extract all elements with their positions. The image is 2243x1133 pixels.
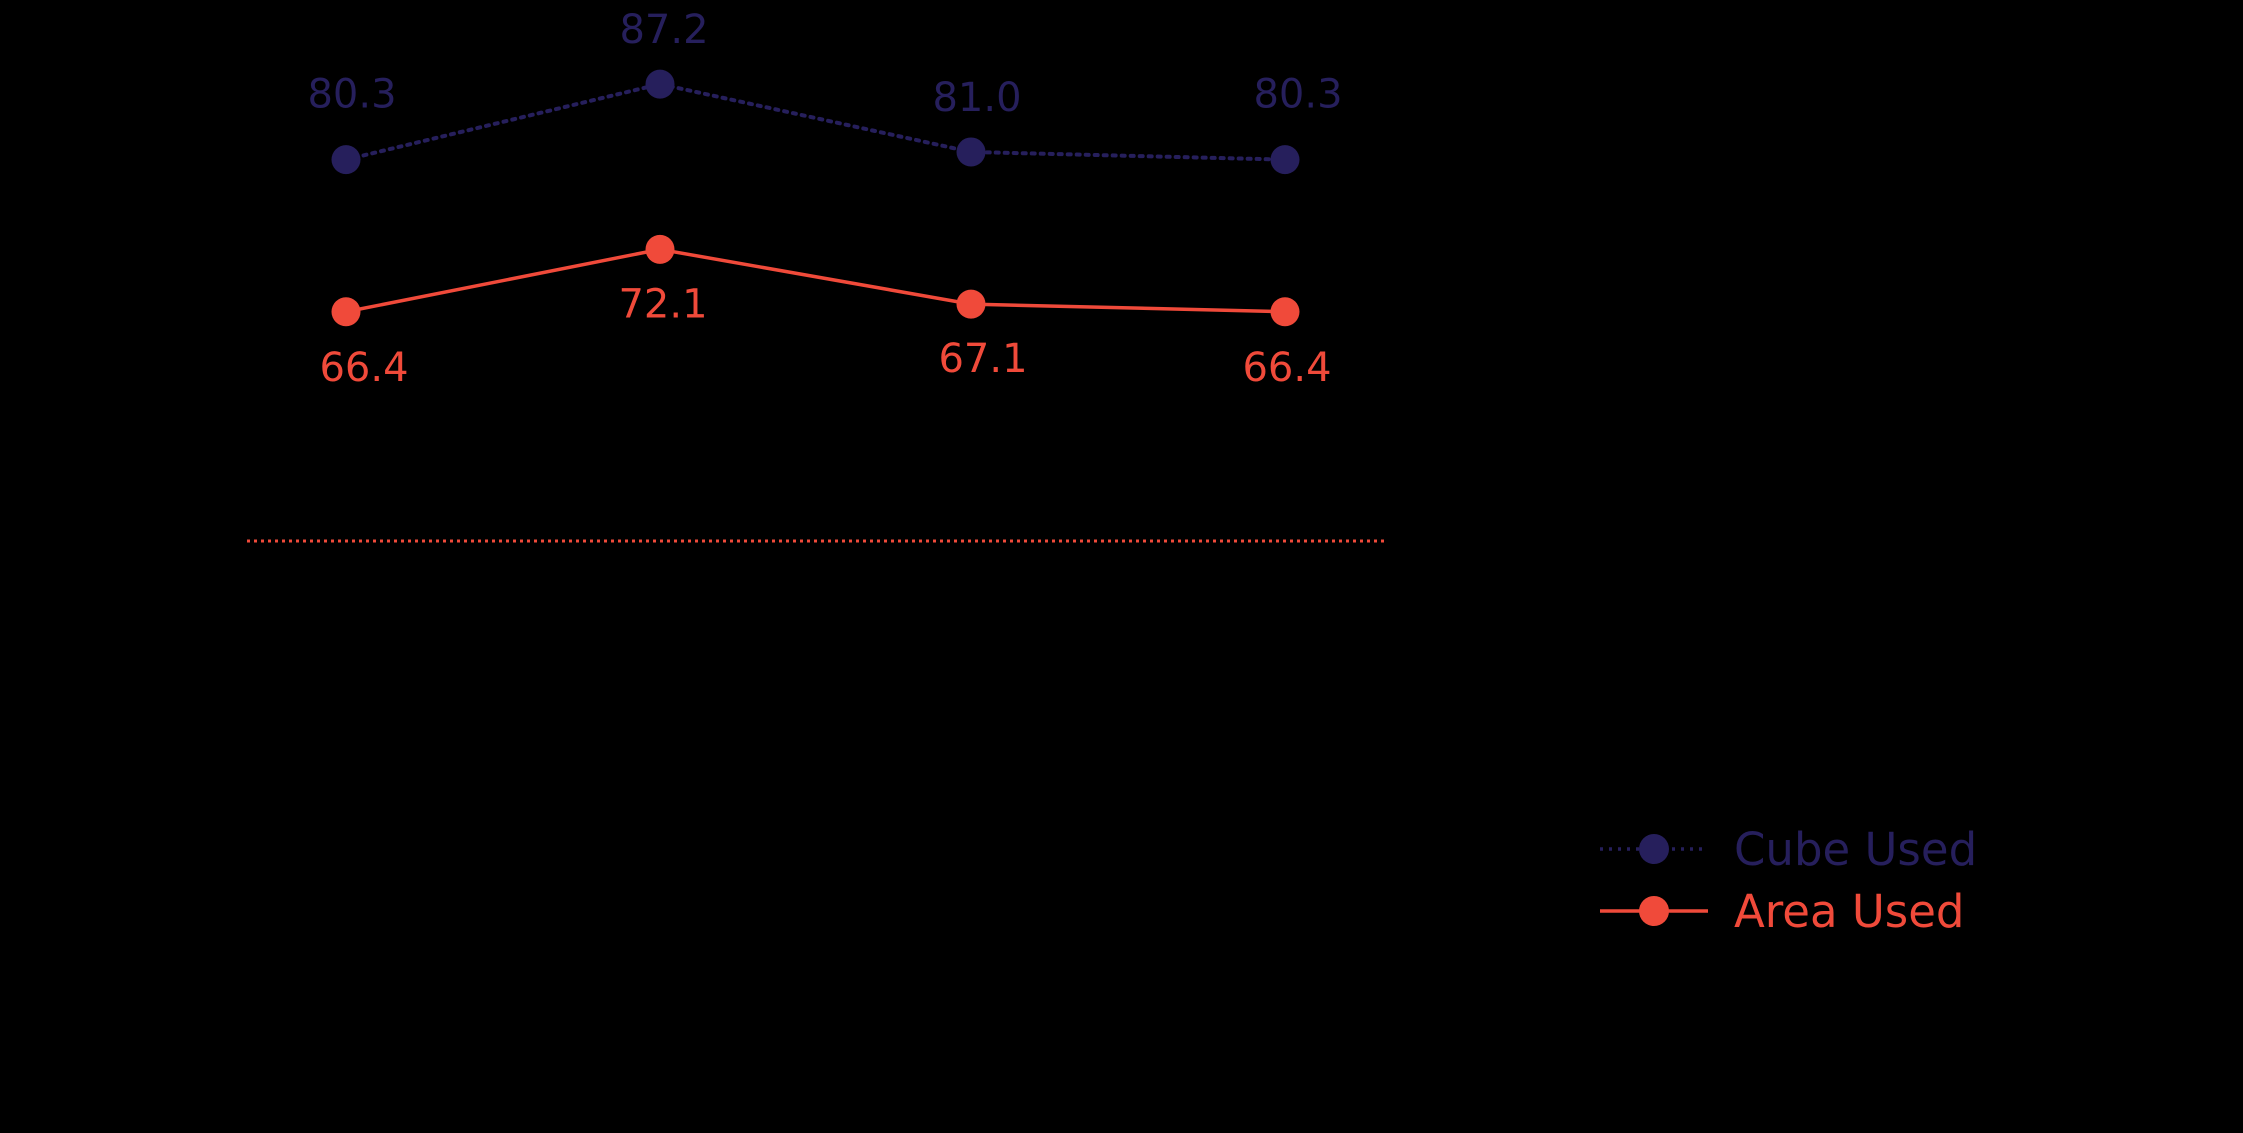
data-point-cube-used-3 — [956, 137, 986, 167]
legend-label-area-used: Area Used — [1734, 884, 1965, 938]
legend-label-cube-used: Cube Used — [1734, 822, 1978, 876]
data-point-cube-used-4 — [1270, 145, 1300, 175]
data-label-cube-used-4: 80.3 — [1253, 72, 1342, 118]
data-label-area-used-1: 66.4 — [319, 345, 408, 391]
legend: Cube Used Area Used — [1598, 818, 2018, 942]
series-line-area-used — [344, 247, 1287, 314]
data-label-cube-used-1: 80.3 — [307, 72, 396, 118]
data-label-area-used-4: 66.4 — [1242, 345, 1331, 391]
data-point-area-used-4 — [1270, 297, 1300, 327]
legend-swatch-area-used — [1600, 896, 1708, 926]
data-label-cube-used-2: 87.2 — [619, 7, 708, 53]
legend-marker-cube-used — [1639, 834, 1669, 864]
data-point-cube-used-1 — [331, 145, 361, 175]
data-label-area-used-3: 67.1 — [938, 336, 1027, 382]
series-line-cube-used — [344, 82, 1287, 162]
data-point-cube-used-2 — [645, 69, 675, 99]
legend-swatch-cube-used — [1600, 834, 1708, 864]
data-point-area-used-1 — [331, 297, 361, 327]
legend-item-area-used[interactable]: Area Used — [1598, 880, 2018, 942]
data-point-area-used-2 — [645, 234, 675, 264]
data-label-cube-used-3: 81.0 — [932, 75, 1021, 121]
legend-item-cube-used[interactable]: Cube Used — [1598, 818, 2018, 880]
data-label-area-used-2: 72.1 — [618, 281, 707, 327]
data-point-area-used-3 — [956, 289, 986, 319]
legend-marker-area-used — [1639, 896, 1669, 926]
